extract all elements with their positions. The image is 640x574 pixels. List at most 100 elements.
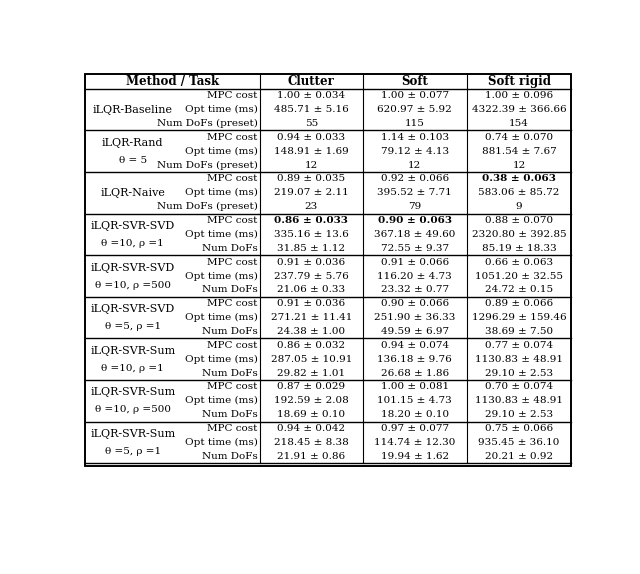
Text: Soft rigid: Soft rigid [488, 75, 550, 88]
Text: 881.54 ± 7.67: 881.54 ± 7.67 [482, 147, 556, 156]
Text: θ =10, ρ =1: θ =10, ρ =1 [102, 364, 164, 373]
Text: 0.97 ± 0.077: 0.97 ± 0.077 [381, 424, 449, 433]
Text: 0.89 ± 0.035: 0.89 ± 0.035 [277, 174, 346, 184]
Text: 0.94 ± 0.074: 0.94 ± 0.074 [381, 341, 449, 350]
Text: 287.05 ± 10.91: 287.05 ± 10.91 [271, 355, 352, 364]
Text: 136.18 ± 9.76: 136.18 ± 9.76 [378, 355, 452, 364]
Text: 9: 9 [516, 202, 522, 211]
Text: 0.86 ± 0.033: 0.86 ± 0.033 [275, 216, 348, 225]
Text: MPC cost: MPC cost [207, 216, 257, 225]
Text: 935.45 ± 36.10: 935.45 ± 36.10 [478, 438, 560, 447]
Text: 101.15 ± 4.73: 101.15 ± 4.73 [378, 396, 452, 405]
Text: 2320.80 ± 392.85: 2320.80 ± 392.85 [472, 230, 566, 239]
Text: 0.38 ± 0.063: 0.38 ± 0.063 [482, 174, 556, 184]
Text: 0.86 ± 0.032: 0.86 ± 0.032 [277, 341, 346, 350]
Text: Num DoFs (preset): Num DoFs (preset) [157, 161, 257, 170]
Text: 1.00 ± 0.034: 1.00 ± 0.034 [277, 91, 346, 100]
Text: MPC cost: MPC cost [207, 133, 257, 142]
Text: iLQR-Naive: iLQR-Naive [100, 188, 165, 198]
Text: 23: 23 [305, 202, 318, 211]
Text: MPC cost: MPC cost [207, 299, 257, 308]
Text: 0.91 ± 0.036: 0.91 ± 0.036 [277, 258, 346, 267]
Text: 23.32 ± 0.77: 23.32 ± 0.77 [381, 285, 449, 294]
Text: MPC cost: MPC cost [207, 382, 257, 391]
Text: 485.71 ± 5.16: 485.71 ± 5.16 [274, 105, 349, 114]
Text: 85.19 ± 18.33: 85.19 ± 18.33 [482, 244, 556, 253]
Text: Opt time (ms): Opt time (ms) [184, 188, 257, 197]
Text: 0.92 ± 0.066: 0.92 ± 0.066 [381, 174, 449, 184]
Text: 1.14 ± 0.103: 1.14 ± 0.103 [381, 133, 449, 142]
Text: Opt time (ms): Opt time (ms) [184, 438, 257, 447]
Text: 0.66 ± 0.063: 0.66 ± 0.063 [485, 258, 553, 267]
Text: 0.88 ± 0.070: 0.88 ± 0.070 [485, 216, 553, 225]
Text: Opt time (ms): Opt time (ms) [184, 230, 257, 239]
Text: Opt time (ms): Opt time (ms) [184, 396, 257, 405]
Text: 0.90 ± 0.063: 0.90 ± 0.063 [378, 216, 452, 225]
Text: θ =10, ρ =500: θ =10, ρ =500 [95, 281, 171, 290]
Text: 0.74 ± 0.070: 0.74 ± 0.070 [485, 133, 553, 142]
Text: Num DoFs (preset): Num DoFs (preset) [157, 202, 257, 211]
Text: 49.59 ± 6.97: 49.59 ± 6.97 [381, 327, 449, 336]
Text: 38.69 ± 7.50: 38.69 ± 7.50 [485, 327, 553, 336]
Text: 0.87 ± 0.029: 0.87 ± 0.029 [277, 382, 346, 391]
Text: 21.06 ± 0.33: 21.06 ± 0.33 [277, 285, 346, 294]
Text: MPC cost: MPC cost [207, 91, 257, 100]
Bar [84, 73, 572, 466]
Text: 72.55 ± 9.37: 72.55 ± 9.37 [381, 244, 449, 253]
Text: 0.91 ± 0.066: 0.91 ± 0.066 [381, 258, 449, 267]
Text: 116.20 ± 4.73: 116.20 ± 4.73 [378, 272, 452, 281]
Text: 148.91 ± 1.69: 148.91 ± 1.69 [274, 147, 349, 156]
Bar [84, 73, 572, 466]
Text: MPC cost: MPC cost [207, 424, 257, 433]
Text: 271.21 ± 11.41: 271.21 ± 11.41 [271, 313, 352, 322]
Text: 1130.83 ± 48.91: 1130.83 ± 48.91 [475, 396, 563, 405]
Text: 115: 115 [405, 119, 425, 128]
Text: 24.72 ± 0.15: 24.72 ± 0.15 [485, 285, 553, 294]
Text: 251.90 ± 36.33: 251.90 ± 36.33 [374, 313, 456, 322]
Text: Opt time (ms): Opt time (ms) [184, 355, 257, 364]
Text: Num DoFs: Num DoFs [202, 285, 257, 294]
Text: 79.12 ± 4.13: 79.12 ± 4.13 [381, 147, 449, 156]
Text: 79: 79 [408, 202, 421, 211]
Text: 1130.83 ± 48.91: 1130.83 ± 48.91 [475, 355, 563, 364]
Text: 219.07 ± 2.11: 219.07 ± 2.11 [274, 188, 349, 197]
Text: 218.45 ± 8.38: 218.45 ± 8.38 [274, 438, 349, 447]
Text: 367.18 ± 49.60: 367.18 ± 49.60 [374, 230, 456, 239]
Text: 24.38 ± 1.00: 24.38 ± 1.00 [277, 327, 346, 336]
Text: 12: 12 [408, 161, 421, 170]
Text: 0.91 ± 0.036: 0.91 ± 0.036 [277, 299, 346, 308]
Text: iLQR-Baseline: iLQR-Baseline [93, 104, 173, 115]
Text: θ = 5: θ = 5 [119, 156, 147, 165]
Text: 0.90 ± 0.066: 0.90 ± 0.066 [381, 299, 449, 308]
Text: 1.00 ± 0.077: 1.00 ± 0.077 [381, 91, 449, 100]
Text: 395.52 ± 7.71: 395.52 ± 7.71 [378, 188, 452, 197]
Text: Method / Task: Method / Task [125, 75, 219, 88]
Text: 1296.29 ± 159.46: 1296.29 ± 159.46 [472, 313, 566, 322]
Text: θ =5, ρ =1: θ =5, ρ =1 [105, 447, 161, 456]
Text: 0.77 ± 0.074: 0.77 ± 0.074 [485, 341, 553, 350]
Text: Opt time (ms): Opt time (ms) [184, 313, 257, 322]
Text: iLQR-SVR-SVD: iLQR-SVR-SVD [91, 221, 175, 231]
Text: Opt time (ms): Opt time (ms) [184, 105, 257, 114]
Text: 18.69 ± 0.10: 18.69 ± 0.10 [277, 410, 346, 419]
Text: 154: 154 [509, 119, 529, 128]
Text: 18.20 ± 0.10: 18.20 ± 0.10 [381, 410, 449, 419]
Text: MPC cost: MPC cost [207, 174, 257, 184]
Text: Num DoFs (preset): Num DoFs (preset) [157, 119, 257, 128]
Text: θ =10, ρ =1: θ =10, ρ =1 [102, 239, 164, 248]
Text: iLQR-SVR-SVD: iLQR-SVR-SVD [91, 263, 175, 273]
Text: 0.70 ± 0.074: 0.70 ± 0.074 [485, 382, 553, 391]
Text: Soft: Soft [401, 75, 428, 88]
Text: Num DoFs: Num DoFs [202, 452, 257, 461]
Text: MPC cost: MPC cost [207, 341, 257, 350]
Text: 114.74 ± 12.30: 114.74 ± 12.30 [374, 438, 456, 447]
Text: 0.89 ± 0.066: 0.89 ± 0.066 [485, 299, 553, 308]
Text: 29.10 ± 2.53: 29.10 ± 2.53 [485, 410, 553, 419]
Text: Clutter: Clutter [288, 75, 335, 88]
Text: 0.75 ± 0.066: 0.75 ± 0.066 [485, 424, 553, 433]
Text: iLQR-SVR-Sum: iLQR-SVR-Sum [90, 429, 175, 439]
Text: iLQR-SVR-Sum: iLQR-SVR-Sum [90, 346, 175, 356]
Text: 335.16 ± 13.6: 335.16 ± 13.6 [274, 230, 349, 239]
Text: 620.97 ± 5.92: 620.97 ± 5.92 [378, 105, 452, 114]
Text: Opt time (ms): Opt time (ms) [184, 272, 257, 281]
